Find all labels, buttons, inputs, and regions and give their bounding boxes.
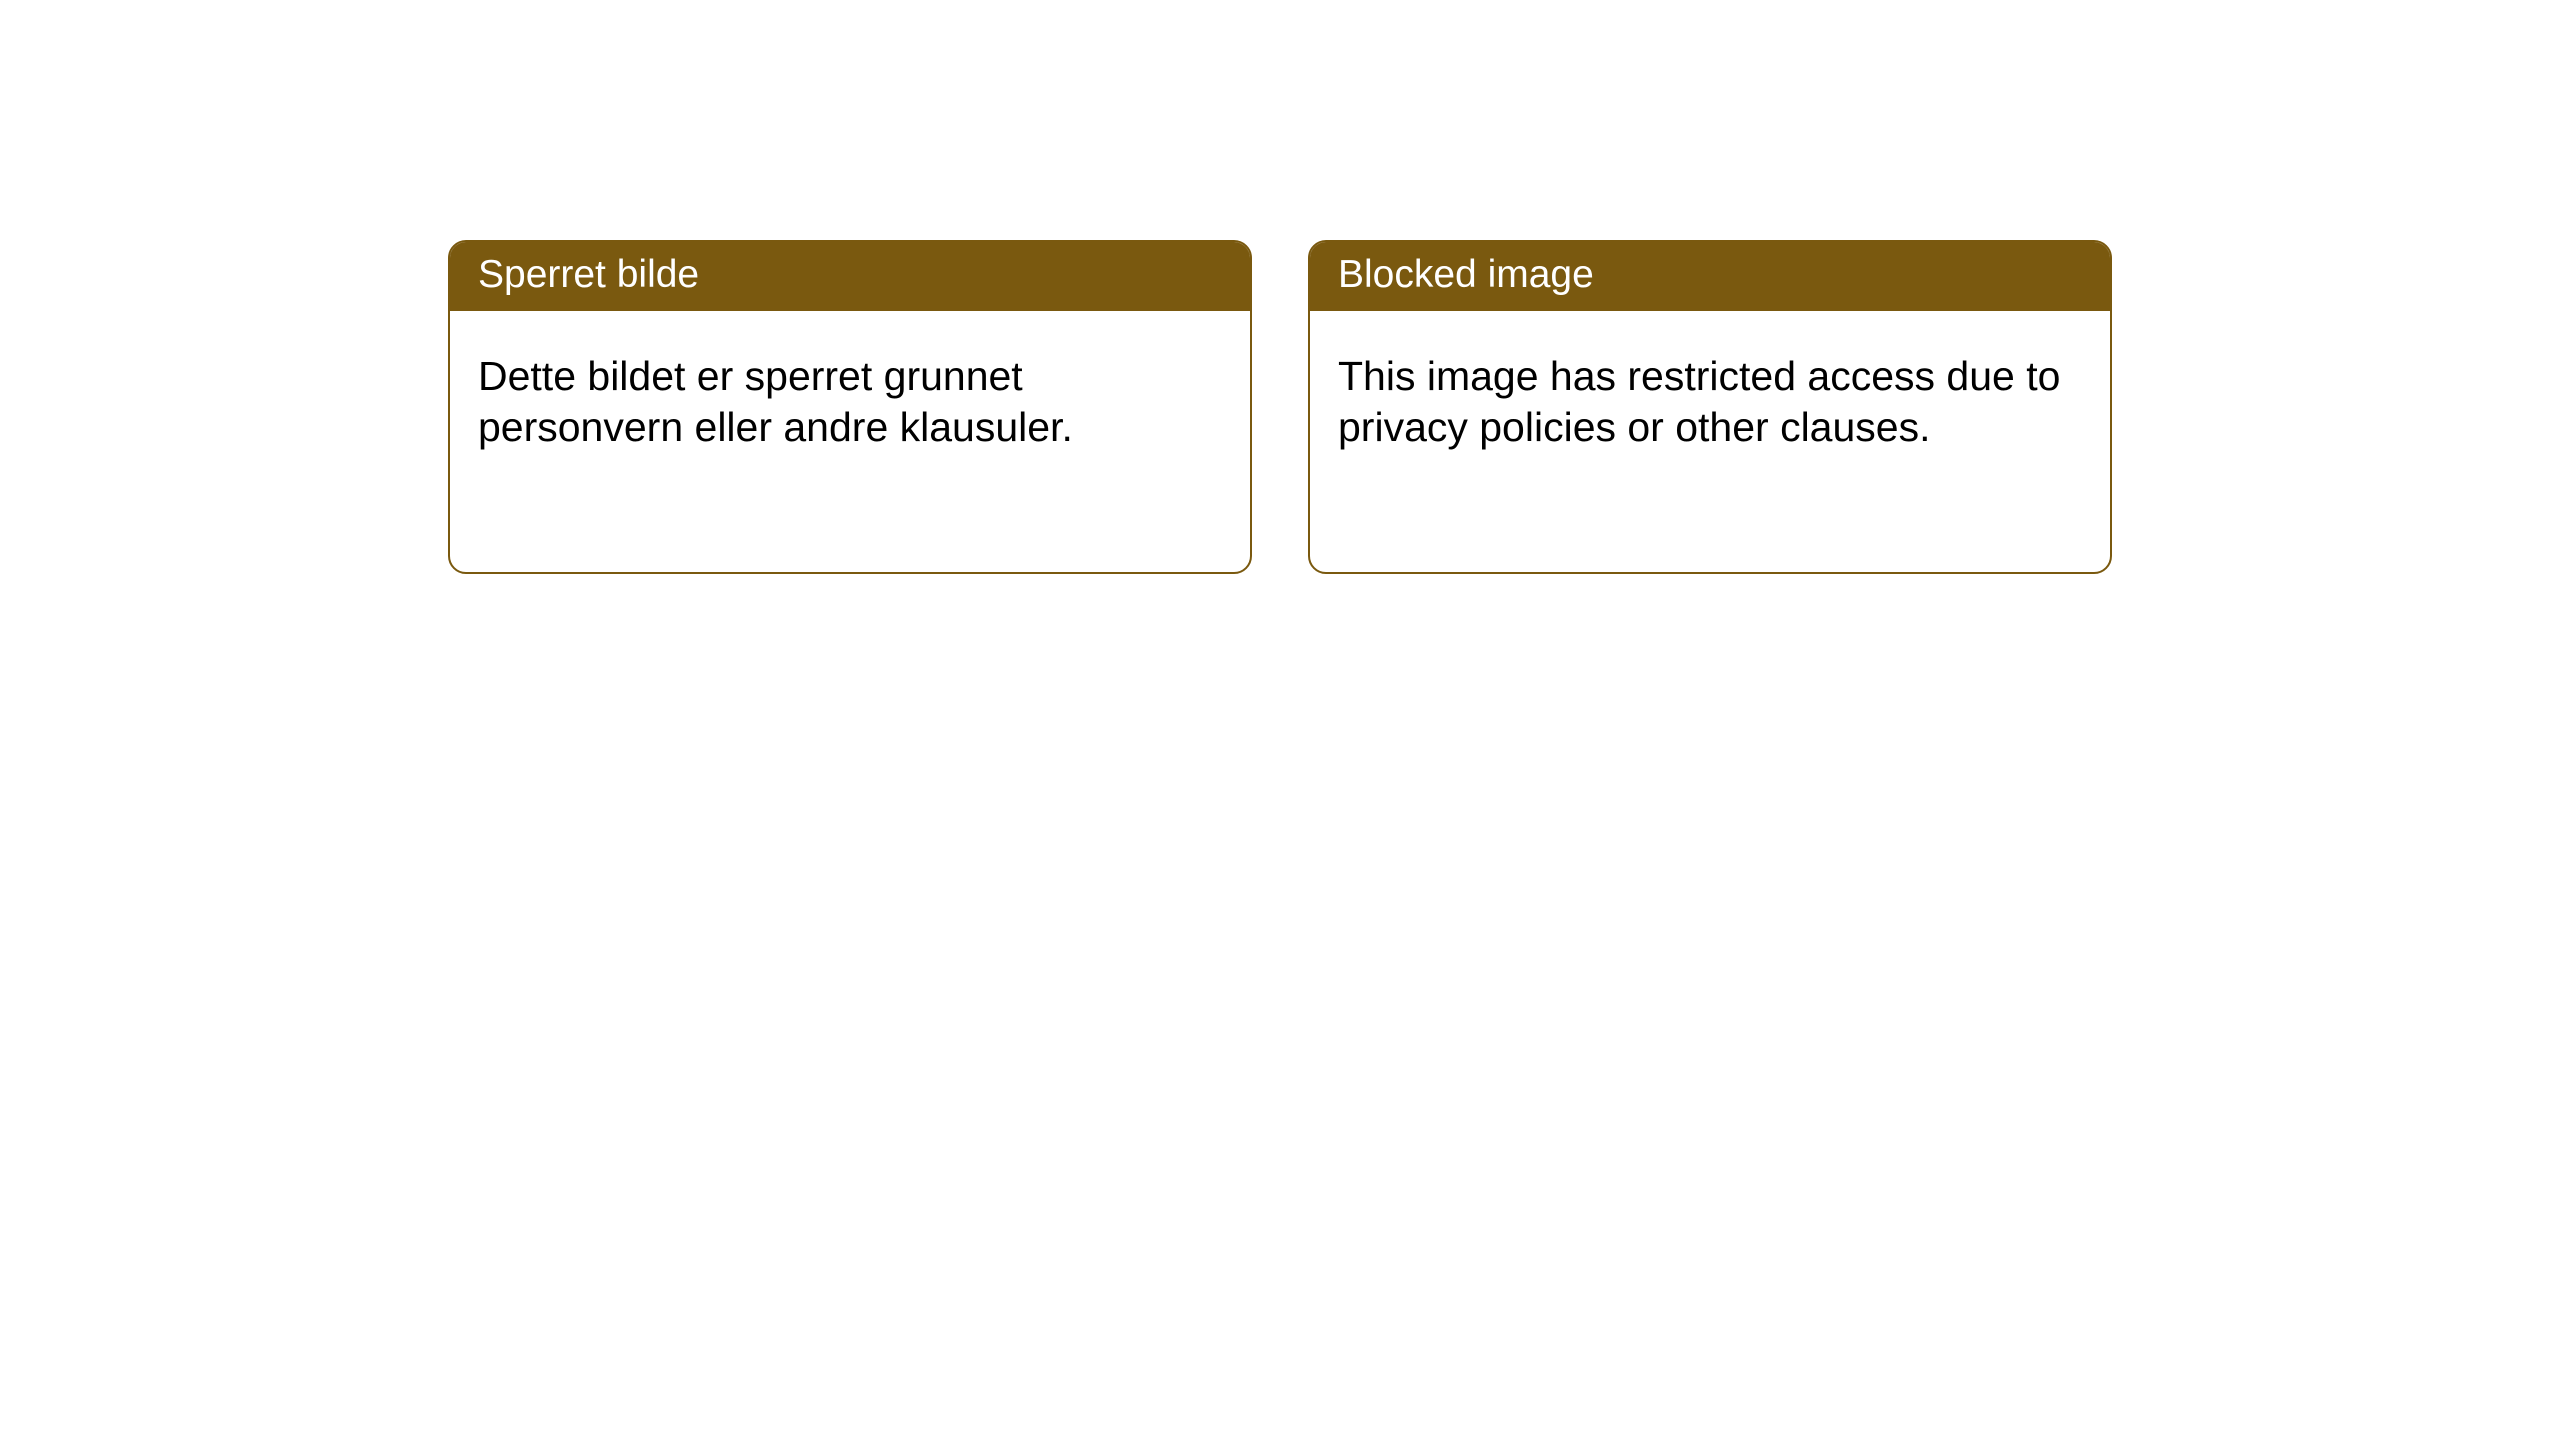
notice-header: Sperret bilde (450, 242, 1250, 311)
notice-header: Blocked image (1310, 242, 2110, 311)
notice-card-english: Blocked image This image has restricted … (1308, 240, 2112, 574)
notice-body: Dette bildet er sperret grunnet personve… (450, 311, 1250, 482)
notice-card-norwegian: Sperret bilde Dette bildet er sperret gr… (448, 240, 1252, 574)
notice-container: Sperret bilde Dette bildet er sperret gr… (0, 0, 2560, 574)
notice-body: This image has restricted access due to … (1310, 311, 2110, 482)
